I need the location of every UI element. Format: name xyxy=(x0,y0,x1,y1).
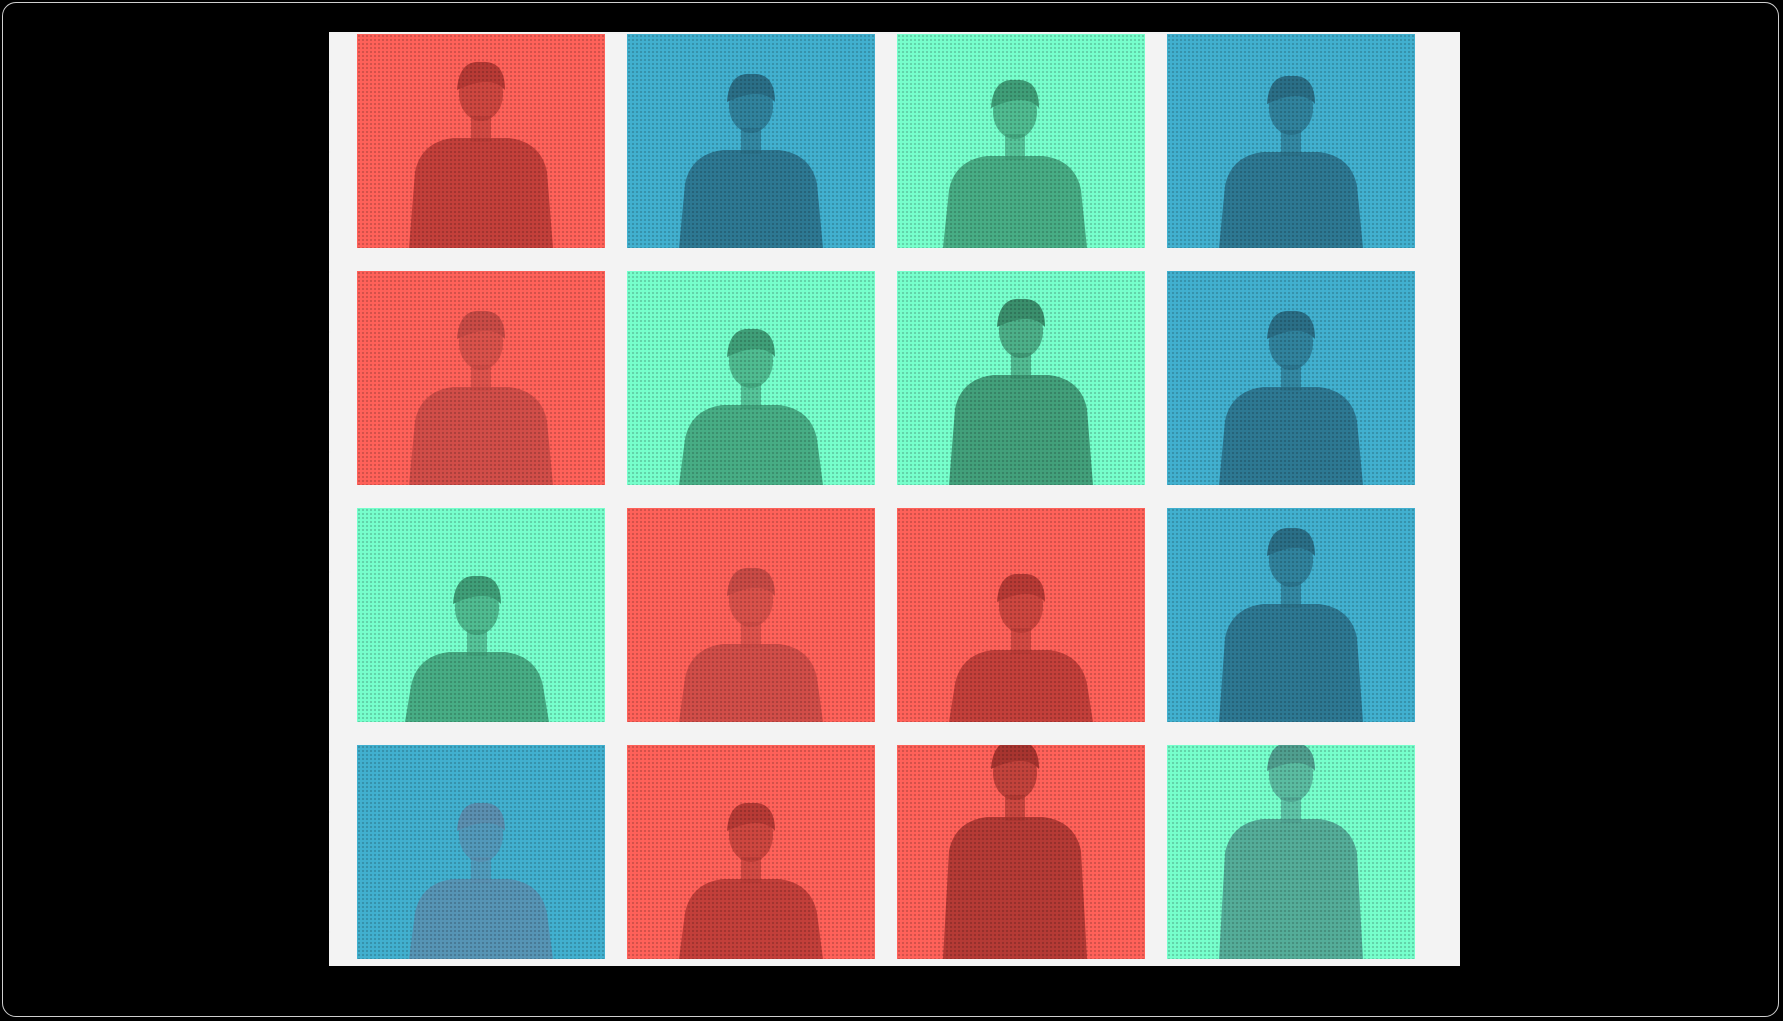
photo-tile-13[interactable] xyxy=(357,745,605,959)
portrait-icon xyxy=(1219,527,1363,722)
portrait-icon xyxy=(1219,310,1363,485)
portrait-icon xyxy=(679,802,823,959)
photo-tile-5[interactable] xyxy=(357,271,605,485)
portrait-icon xyxy=(409,802,553,959)
photo-tile-11[interactable] xyxy=(897,508,1145,722)
portrait-icon xyxy=(679,567,823,722)
portrait-icon xyxy=(943,79,1087,248)
photo-grid-panel xyxy=(329,32,1460,966)
portrait-icon xyxy=(409,310,553,485)
portrait-icon xyxy=(679,328,823,485)
portrait-icon xyxy=(1219,75,1363,248)
photo-tile-16[interactable] xyxy=(1167,745,1415,959)
portrait-icon xyxy=(679,73,823,248)
photo-grid xyxy=(357,34,1415,959)
photo-tile-7[interactable] xyxy=(897,271,1145,485)
photo-tile-6[interactable] xyxy=(627,271,875,485)
photo-tile-15[interactable] xyxy=(897,745,1145,959)
portrait-icon xyxy=(409,61,553,248)
photo-tile-4[interactable] xyxy=(1167,34,1415,248)
portrait-icon xyxy=(949,573,1093,722)
photo-tile-12[interactable] xyxy=(1167,508,1415,722)
portrait-icon xyxy=(949,298,1093,485)
portrait-icon xyxy=(405,575,549,722)
photo-tile-1[interactable] xyxy=(357,34,605,248)
photo-tile-2[interactable] xyxy=(627,34,875,248)
photo-tile-3[interactable] xyxy=(897,34,1145,248)
photo-tile-14[interactable] xyxy=(627,745,875,959)
photo-tile-8[interactable] xyxy=(1167,271,1415,485)
portrait-icon xyxy=(943,745,1087,959)
portrait-icon xyxy=(1219,745,1363,959)
photo-tile-10[interactable] xyxy=(627,508,875,722)
photo-tile-9[interactable] xyxy=(357,508,605,722)
